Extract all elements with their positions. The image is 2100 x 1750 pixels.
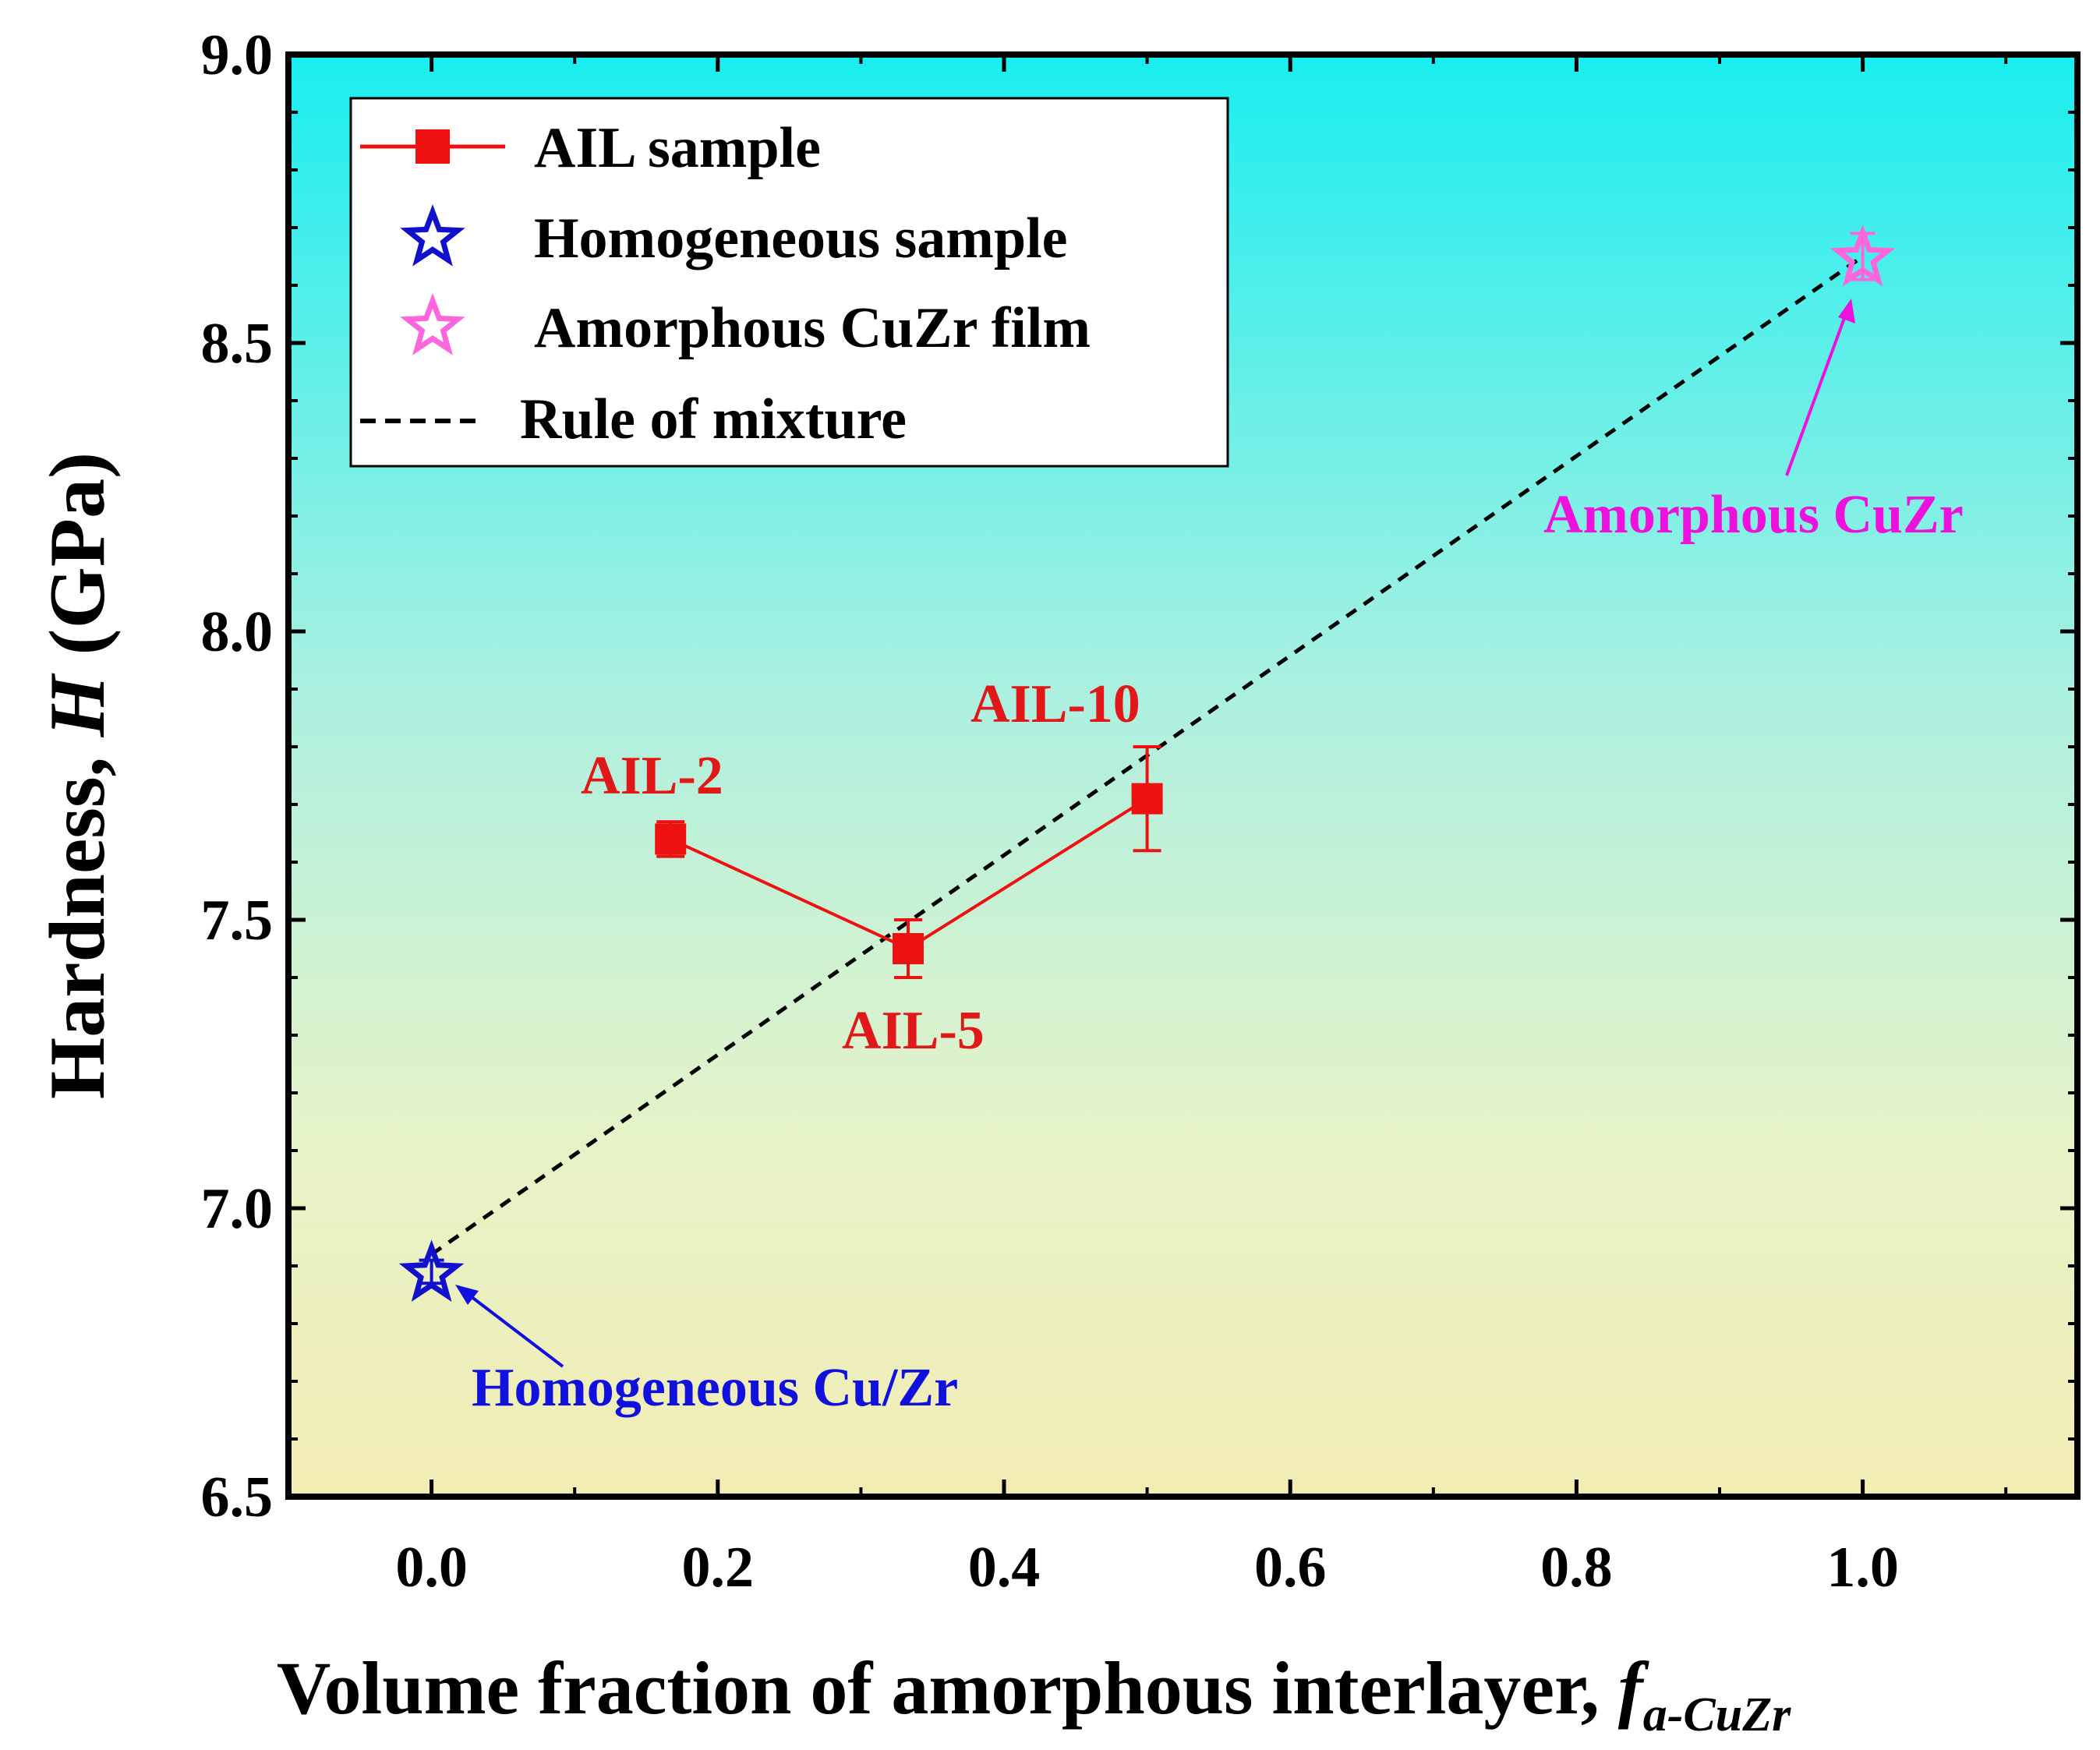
legend-item-amorphous: Amorphous CuZr film: [400, 293, 1091, 360]
annotation-homogeneous: Homogeneous Cu/Zr: [472, 1358, 958, 1418]
legend-item-rule: Rule of mixture: [360, 387, 907, 451]
legend-square-marker: [415, 129, 450, 164]
x-tick-label: 0.0: [395, 1536, 468, 1600]
legend-label-homogeneous: Homogeneous sample: [534, 207, 1068, 270]
homogeneous-star-point: [398, 1239, 465, 1302]
x-tick-label: 1.0: [1826, 1536, 1899, 1600]
legend-label-amorphous: Amorphous CuZr film: [534, 296, 1091, 360]
y-tick-label: 8.0: [201, 600, 274, 664]
arrow-homogeneous: [455, 1285, 564, 1368]
y-axis-title: Hardness, H (GPa): [34, 452, 122, 1099]
y-tick-label: 7.5: [201, 889, 274, 953]
x-tick-labels: 0.0 0.2 0.4 0.6 0.8 1.0: [395, 1536, 1899, 1600]
y-tick-label: 7.0: [201, 1177, 274, 1241]
x-tick-label: 0.6: [1254, 1536, 1327, 1600]
ail-point: [892, 933, 924, 964]
annotation-amorphous: Amorphous CuZr: [1543, 485, 1964, 545]
series-layer: [398, 224, 1896, 1302]
y-tick-label: 9.0: [201, 23, 274, 87]
plot-frame: [285, 51, 2081, 1500]
legend-item-ail: AIL sample: [360, 116, 821, 180]
y-tick-label: 6.5: [201, 1465, 274, 1529]
legend: AIL sample Homogeneous sample Amorphous …: [349, 97, 1229, 468]
ail-point: [1131, 783, 1163, 815]
legend-label-rule: Rule of mixture: [520, 387, 907, 451]
x-tick-label: 0.4: [968, 1536, 1041, 1600]
legend-box: [349, 97, 1229, 468]
annotation-ail-10: AIL-10: [970, 674, 1140, 734]
y-tick-labels: 6.5 7.0 7.5 8.0 8.5 9.0: [201, 23, 274, 1529]
x-axis-title-text: Volume fraction of amorphous interlayer,: [277, 1646, 1618, 1730]
ail-point: [655, 823, 687, 855]
arrow-amorphous: [1785, 299, 1855, 476]
y-axis-title-text: Hardness,: [34, 737, 122, 1099]
y-axis-symbol: H: [34, 673, 122, 737]
legend-star-icon: [400, 293, 465, 355]
annotation-ail-5: AIL-5: [842, 1001, 985, 1061]
y-tick-label: 8.5: [201, 312, 274, 376]
y-axis-unit: (GPa): [34, 452, 122, 675]
x-axis-title: Volume fraction of amorphous interlayer,…: [277, 1646, 1791, 1741]
x-tick-label: 0.2: [682, 1536, 755, 1600]
legend-item-homogeneous: Homogeneous sample: [400, 204, 1068, 270]
legend-star-icon: [400, 204, 465, 267]
x-axis-subscript: a-CuZr: [1643, 1688, 1791, 1741]
annotation-ail-2: AIL-2: [581, 746, 723, 806]
x-tick-label: 0.8: [1540, 1536, 1613, 1600]
amorphous-star-point: [1830, 224, 1896, 287]
legend-label-ail: AIL sample: [534, 116, 821, 180]
